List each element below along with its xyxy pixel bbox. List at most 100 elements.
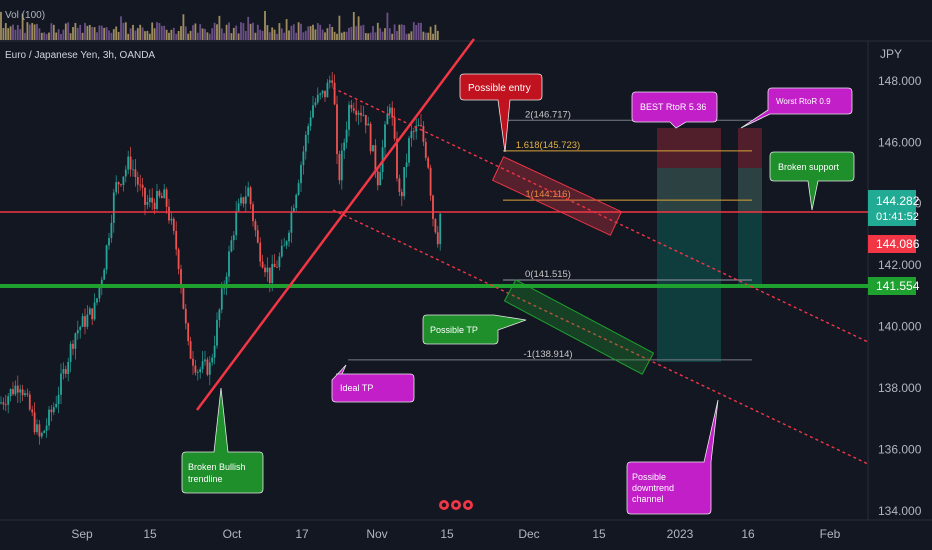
candle-body: [256, 230, 259, 243]
volume-bar: [43, 32, 46, 40]
candle-body: [148, 197, 151, 202]
volume-bar: [7, 28, 10, 40]
price-tick-label: 134.000: [878, 504, 922, 518]
candle-body: [240, 197, 242, 204]
price-axis[interactable]: 148.000146.000144.000142.000140.000138.0…: [878, 74, 922, 518]
candle-body: [100, 279, 103, 287]
candle-body: [52, 407, 55, 413]
candle-body: [67, 361, 70, 374]
callout-best-rtor[interactable]: BEST RtoR 5.36: [631, 91, 718, 129]
red-level-tag: 144.086: [868, 235, 920, 253]
candle-body: [153, 202, 156, 210]
candle-body: [31, 409, 34, 413]
callout-worst-rtor[interactable]: Worst RtoR 0.9: [740, 87, 853, 129]
volume-bar: [405, 33, 408, 40]
candle-body: [196, 371, 199, 373]
callout-ideal-tp[interactable]: Ideal TP: [331, 364, 415, 403]
volume-label: Vol (100): [5, 10, 45, 21]
volume-bar: [50, 23, 53, 40]
volume-bar: [384, 28, 386, 40]
time-axis[interactable]: Sep 15 Oct 17 Nov 15 Dec 15 2023 16 Feb: [71, 527, 840, 541]
candle-body: [288, 232, 290, 242]
candle-body: [189, 341, 192, 359]
worst-rtor-target-zone[interactable]: [738, 168, 762, 286]
volume-bar: [86, 25, 89, 40]
bullish-trendline[interactable]: [195, 38, 476, 411]
volume-bar: [208, 33, 211, 40]
volume-bar: [432, 33, 434, 40]
candle-body: [9, 389, 12, 397]
candle-body: [432, 195, 434, 219]
candle-body: [156, 191, 158, 210]
volume-bar: [276, 33, 278, 40]
callout-possible-tp[interactable]: Possible TP: [422, 314, 527, 345]
candle-body: [136, 176, 139, 185]
volume-bar: [184, 26, 187, 40]
volume-bar: [88, 24, 91, 40]
volume-bar: [134, 30, 137, 40]
volume-bar: [146, 30, 149, 40]
volume-bar: [321, 29, 324, 40]
candle-body: [62, 369, 65, 374]
candle-body: [211, 357, 214, 363]
volume-bar: [388, 28, 391, 40]
candle-body: [417, 124, 420, 126]
candle-body: [271, 263, 274, 284]
candle-body: [230, 240, 233, 252]
volume-bar: [364, 33, 367, 40]
candle-body: [278, 256, 281, 268]
candle-body: [115, 182, 118, 193]
candle-body: [84, 316, 86, 327]
callout-broken-trendline[interactable]: Broken Bullish trendline: [181, 387, 264, 494]
time-tick-label: Feb: [820, 527, 841, 541]
candle-body: [348, 104, 350, 130]
fib-level-label: 1(144.116): [525, 189, 570, 200]
volume-bar: [266, 25, 269, 40]
entry-zone[interactable]: [491, 156, 623, 236]
candle-body: [415, 125, 418, 132]
volume-bar: [283, 32, 286, 40]
volume-bar: [340, 32, 343, 40]
channel-upper-line[interactable]: [332, 87, 869, 343]
candle-body: [14, 385, 17, 395]
volume-bar: [244, 30, 247, 40]
volume-bar: [252, 22, 254, 40]
candle-body: [74, 333, 77, 349]
volume-bar: [290, 25, 293, 40]
events-markers[interactable]: [439, 500, 473, 510]
fib-level-label: -1(138.914): [523, 349, 572, 360]
channel-lower-line[interactable]: [332, 209, 869, 465]
candle-body: [333, 82, 336, 105]
candle-body: [316, 94, 319, 103]
candle-body: [336, 104, 338, 155]
candle-body: [204, 359, 206, 362]
volume-bar: [369, 32, 372, 40]
candle-body: [295, 194, 298, 208]
candle-body: [264, 267, 266, 273]
downtrend-label-1: Possible: [632, 472, 666, 482]
volume-bar: [129, 28, 132, 40]
volume-bar: [76, 27, 79, 40]
callout-downtrend-channel[interactable]: Possible downtrend channel: [626, 399, 719, 515]
volume-bar: [182, 14, 185, 40]
candle-body: [372, 145, 374, 152]
volume-bar: [367, 33, 370, 40]
candle-body: [177, 249, 180, 270]
tp-zone[interactable]: [503, 279, 655, 375]
volume-bar: [381, 31, 384, 40]
candle-body: [280, 245, 283, 257]
volume-bar: [391, 33, 394, 40]
fibonacci-levels[interactable]: 2(146.717) 1.618(145.723) 1(144.116) 0(141.…: [348, 109, 752, 361]
candle-body: [69, 343, 72, 362]
volume-bar: [348, 27, 350, 40]
callout-broken-support[interactable]: Broken support: [769, 151, 855, 211]
candle-body: [122, 176, 125, 186]
candle-body: [345, 129, 348, 143]
candle-body: [163, 189, 166, 199]
callout-possible-entry[interactable]: Possible entry: [459, 73, 543, 153]
candle-body: [324, 90, 326, 98]
best-rtor-target-zone[interactable]: [657, 168, 721, 362]
time-tick-label: 2023: [667, 527, 694, 541]
candle-body: [276, 267, 278, 268]
